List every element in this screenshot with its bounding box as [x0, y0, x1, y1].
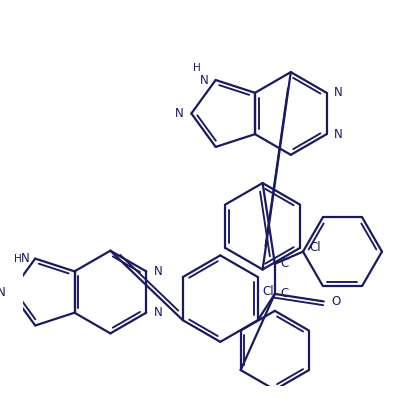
Text: H: H: [14, 254, 22, 264]
Text: O: O: [331, 295, 340, 308]
Text: Cl: Cl: [309, 241, 321, 254]
Text: H: H: [193, 62, 200, 72]
Text: N: N: [154, 265, 162, 278]
Text: N: N: [154, 306, 162, 319]
Text: C: C: [281, 258, 289, 270]
Text: C: C: [281, 287, 289, 300]
Text: N: N: [21, 252, 29, 265]
Text: Cl: Cl: [263, 285, 274, 298]
Text: N: N: [334, 86, 343, 99]
Text: N: N: [199, 74, 208, 86]
Text: N: N: [175, 107, 184, 120]
Text: N: N: [334, 128, 343, 140]
Text: N: N: [0, 285, 5, 298]
